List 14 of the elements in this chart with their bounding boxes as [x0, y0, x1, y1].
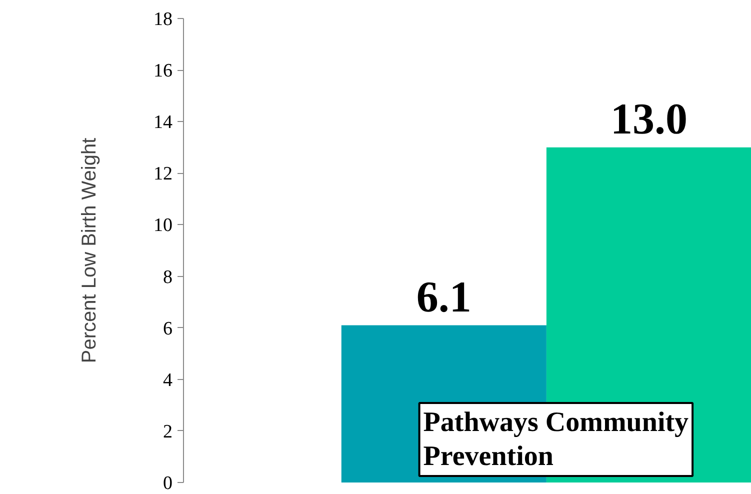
- y-tick-label: 12: [154, 164, 172, 185]
- y-axis-title: Percent Low Birth Weight: [78, 137, 100, 364]
- y-tick-label: 8: [163, 266, 172, 288]
- y-tick-label: 2: [163, 421, 172, 442]
- y-tick-label: 6: [163, 318, 172, 340]
- y-tick-label: 4: [163, 370, 173, 391]
- data-label: 13.0: [610, 94, 688, 144]
- y-tick-label: 18: [154, 9, 172, 30]
- y-tick-label: 14: [154, 112, 173, 134]
- data-label: 6.1: [416, 272, 472, 322]
- y-tick-label: 10: [154, 215, 172, 236]
- y-tick-label: 16: [154, 60, 172, 82]
- y-tick-label: 0: [163, 473, 172, 494]
- annotation: Pathways Community Prevention: [423, 406, 689, 472]
